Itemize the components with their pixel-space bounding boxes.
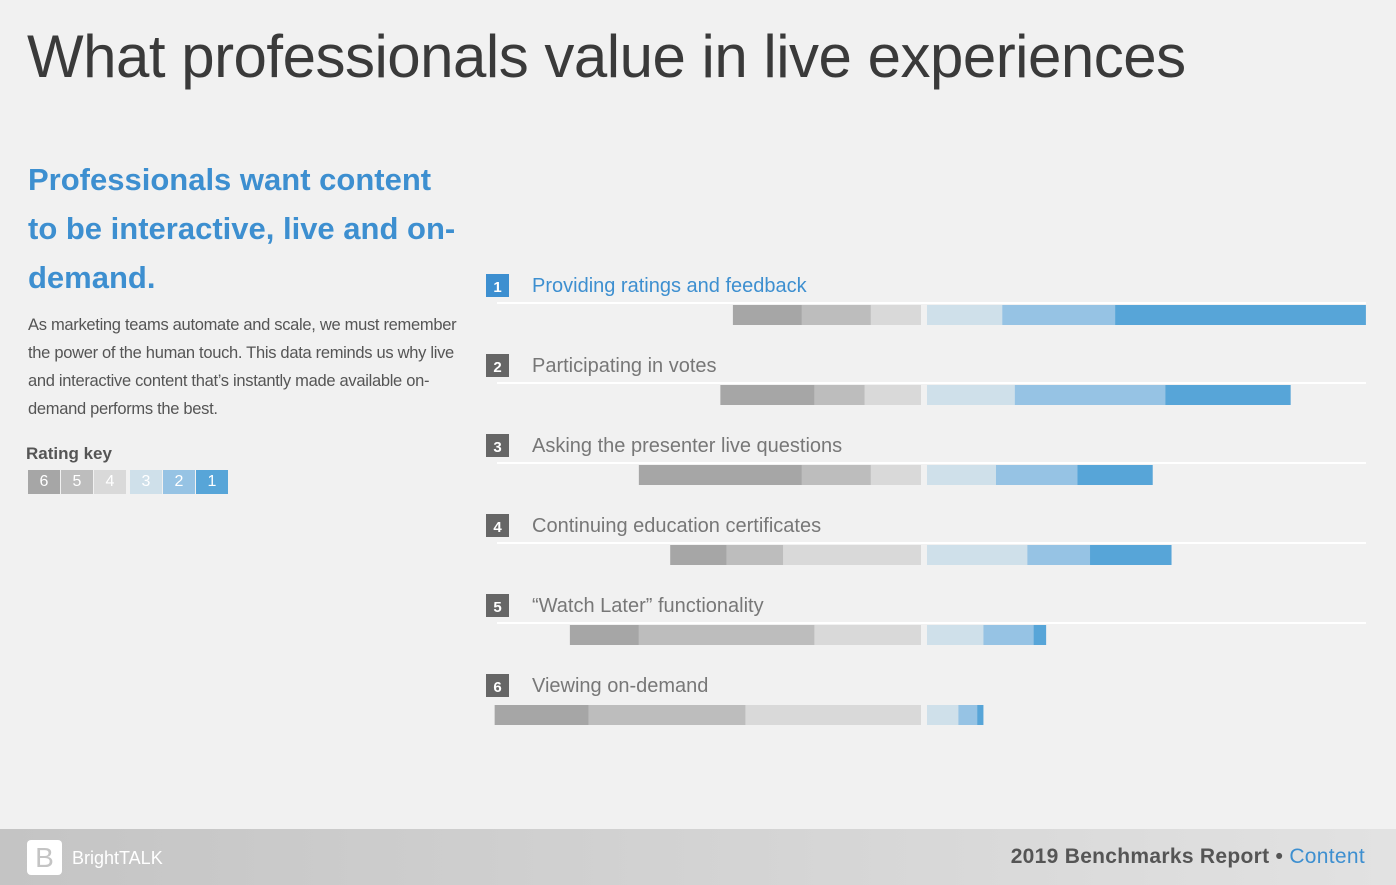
rank-number: 5 xyxy=(493,599,501,616)
bar-segment-rating-2 xyxy=(995,465,1078,485)
rank-badge xyxy=(486,594,509,617)
report-title: 2019 Benchmarks Report xyxy=(1010,845,1270,868)
bar-segment-rating-6 xyxy=(569,625,639,645)
category-label: Asking the presenter live questions xyxy=(532,435,842,457)
category-label: Viewing on-demand xyxy=(532,675,708,697)
rating-key-2: 2 xyxy=(163,470,195,494)
bar-segment-rating-2 xyxy=(1002,305,1116,325)
bar-segment-rating-2 xyxy=(983,625,1034,645)
rank-number: 6 xyxy=(493,679,501,696)
category-label: “Watch Later” functionality xyxy=(532,595,764,617)
bar-segment-rating-3 xyxy=(927,625,984,645)
bar-segment-rating-6 xyxy=(638,465,802,485)
bar-segment-rating-3 xyxy=(927,465,996,485)
bar-segment-rating-5 xyxy=(588,705,746,725)
rank-badge xyxy=(486,674,509,697)
bar-segment-rating-6 xyxy=(720,385,815,405)
bar-segment-rating-4 xyxy=(870,305,921,325)
bar-segment-rating-4 xyxy=(870,465,921,485)
bar-segment-rating-2 xyxy=(1014,385,1166,405)
subheading: Professionals want content to be interac… xyxy=(28,162,456,295)
bar-segment-rating-4 xyxy=(814,625,921,645)
bar-segment-rating-4 xyxy=(783,545,921,565)
bar-segment-rating-2 xyxy=(958,705,978,725)
bar-segment-rating-1 xyxy=(1033,625,1047,645)
rank-number: 3 xyxy=(493,439,501,456)
category-label: Participating in votes xyxy=(532,355,717,377)
diverging-bar-chart: 1 Providing ratings and feedback 2 Particip… xyxy=(486,274,1366,725)
bar-segment-rating-2 xyxy=(1027,545,1091,565)
bar-segment-rating-3 xyxy=(927,705,959,725)
rating-key-label: Rating key xyxy=(26,444,112,463)
rating-key: 6 5 4 3 2 1 xyxy=(28,470,229,494)
bar-segment-rating-1 xyxy=(1115,305,1366,325)
rating-key-5: 5 xyxy=(61,470,93,494)
bullet: • xyxy=(1275,845,1284,868)
bar-segment-rating-6 xyxy=(670,545,727,565)
bar-segment-rating-1 xyxy=(1077,465,1153,485)
rank-number: 2 xyxy=(493,359,501,376)
bar-segment-rating-5 xyxy=(726,545,784,565)
rating-key-3: 3 xyxy=(130,470,162,494)
brighttalk-logo: B xyxy=(27,840,62,875)
bar-segment-rating-1 xyxy=(977,705,984,725)
bar-segment-rating-3 xyxy=(927,545,1028,565)
rank-badge xyxy=(486,434,509,457)
rank-badge xyxy=(486,354,509,377)
bar-segment-rating-4 xyxy=(864,385,921,405)
bar-segment-rating-5 xyxy=(814,385,865,405)
bar-segment-rating-3 xyxy=(927,385,1015,405)
brand-name: BrightTALK xyxy=(72,848,163,868)
rank-badge xyxy=(486,274,509,297)
bar-segment-rating-1 xyxy=(1165,385,1291,405)
report-label: 2019 Benchmarks Report • Content xyxy=(1011,845,1365,869)
page-title: What professionals value in live experie… xyxy=(27,23,1186,90)
bar-segment-rating-5 xyxy=(801,465,871,485)
rank-badge xyxy=(486,514,509,537)
bar-segment-rating-6 xyxy=(494,705,589,725)
rating-key-4: 4 xyxy=(94,470,126,494)
rank-number: 4 xyxy=(493,519,502,536)
footer: B BrightTALK 2019 Benchmarks Report • Co… xyxy=(0,829,1396,885)
bar-segment-rating-4 xyxy=(745,705,921,725)
category-label: Providing ratings and feedback xyxy=(532,275,808,297)
section-link[interactable]: Content xyxy=(1289,845,1365,868)
bar-segment-rating-5 xyxy=(801,305,871,325)
rank-number: 1 xyxy=(493,279,501,296)
bar-segment-rating-1 xyxy=(1090,545,1172,565)
bar-segment-rating-6 xyxy=(732,305,802,325)
bar-segment-rating-3 xyxy=(927,305,1003,325)
bar-segment-rating-5 xyxy=(638,625,815,645)
category-label: Continuing education certificates xyxy=(532,515,821,537)
rating-key-1: 1 xyxy=(196,470,228,494)
body-text: As marketing teams automate and scale, w… xyxy=(28,316,457,418)
rating-key-6: 6 xyxy=(28,470,60,494)
